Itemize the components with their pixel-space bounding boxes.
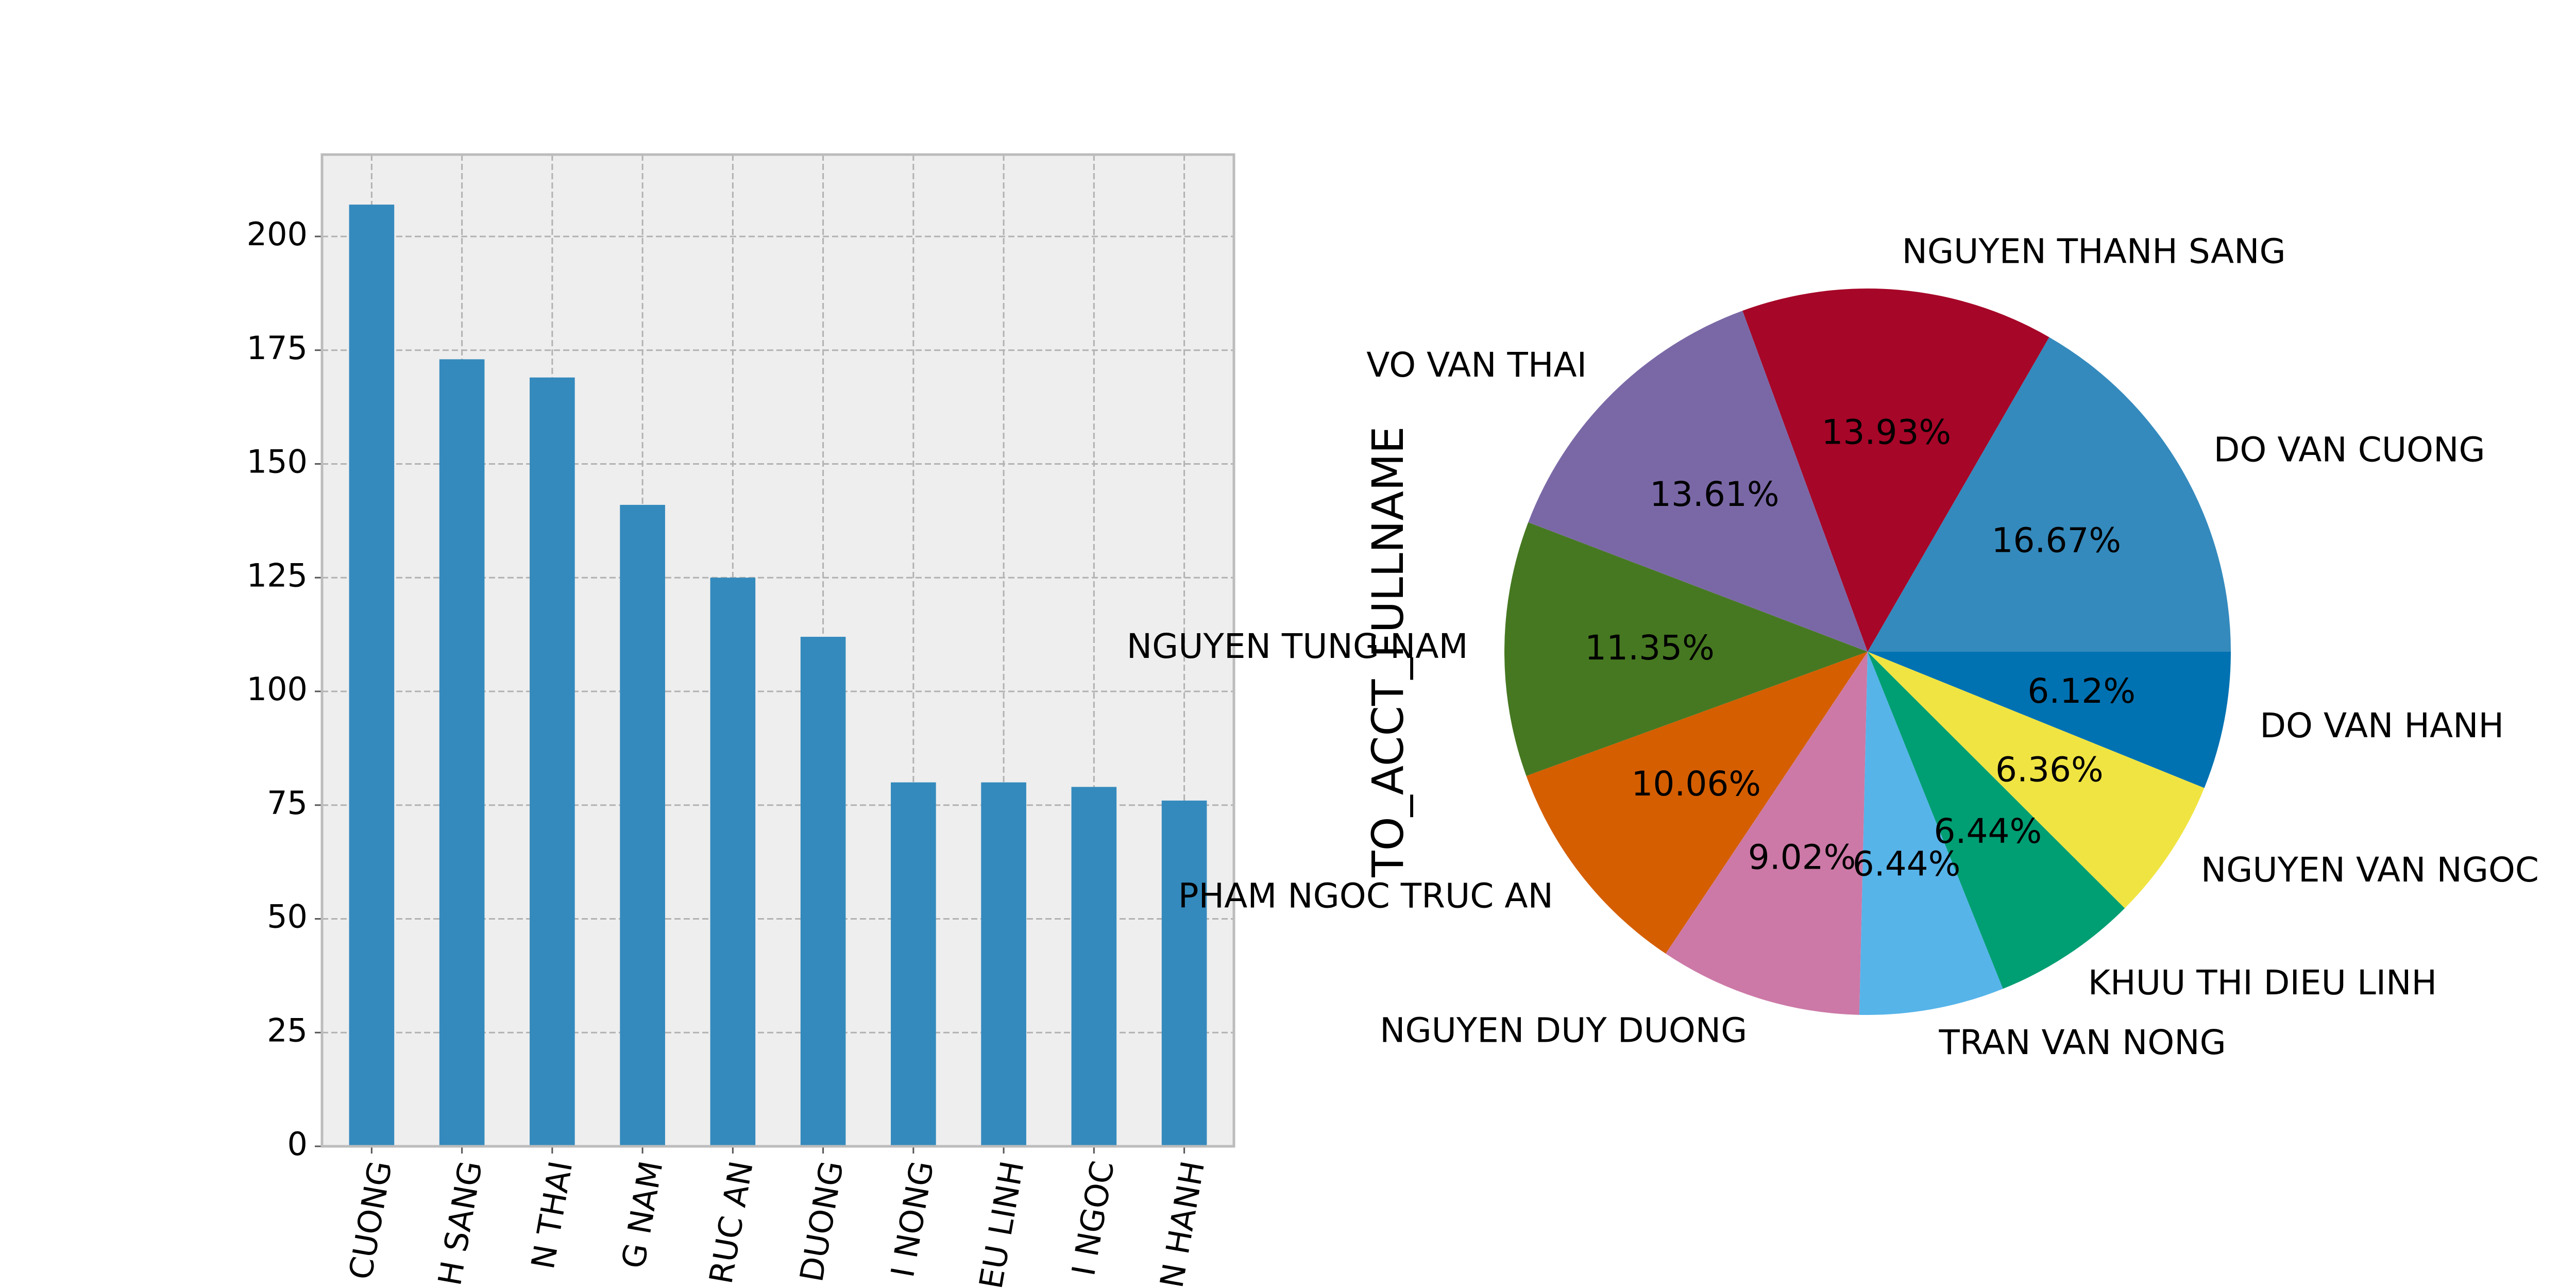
pie-slice-label: DO VAN HANH [2260, 706, 2504, 745]
pie-percent-label: 6.12% [2027, 671, 2136, 711]
pie-slice [1666, 652, 1868, 1015]
pie-slice [1868, 337, 2231, 652]
x-tick-label: I NGOC [1064, 1158, 1122, 1279]
pie-slice-label: DO VAN CUONG [2214, 430, 2485, 469]
y-tick-label: 150 [247, 443, 308, 481]
pie-slice [1868, 652, 2231, 788]
bar [349, 205, 395, 1146]
pie-slice [1859, 652, 2003, 1015]
x-tick-label: G NAM [614, 1158, 670, 1272]
pie-percent-label: 13.93% [1821, 413, 1951, 452]
pie-slice [1868, 652, 2205, 908]
pie-slice-label: NGUYEN VAN NGOC [2201, 850, 2539, 890]
x-tick-label: RUC AN [702, 1158, 760, 1286]
pie-slice [1526, 652, 1868, 954]
x-tick-label: H SANG [431, 1158, 489, 1288]
y-tick-label: 50 [267, 898, 308, 936]
pie-slice-label: VO VAN THAI [1366, 345, 1587, 385]
pie-slice-label: NGUYEN DUY DUONG [1380, 1011, 1747, 1050]
bar-marks [349, 205, 1207, 1147]
y-tick-label: 125 [247, 556, 308, 594]
y-tick-label: 200 [247, 215, 308, 253]
bar [620, 504, 665, 1147]
pie-percent-label: 6.44% [1934, 811, 2042, 851]
pie-chart: 16.67%13.93%13.61%11.35%10.06%9.02%6.44%… [1127, 231, 2539, 1062]
y-tick-label: 75 [267, 784, 308, 822]
bar [439, 359, 485, 1147]
pie-slice-label: NGUYEN THANH SANG [1902, 231, 2286, 271]
pie-slice-labels: DO VAN CUONG NGUYEN THANH SANG VO VAN THAI… [1127, 231, 2539, 1062]
pie-slice-label: TRAN VAN NONG [1939, 1023, 2226, 1062]
pie-percent-label: 16.67% [1991, 521, 2121, 561]
bar [1071, 787, 1117, 1146]
y-tick-label: 100 [247, 670, 308, 708]
x-tick-label: N THAI [524, 1158, 580, 1272]
pie-slices [1504, 289, 2231, 1015]
pie-slice-label: PHAM NGOC TRUC AN [1178, 876, 1553, 916]
x-tick-label: N HANH [1153, 1158, 1212, 1288]
pie-slice [1504, 522, 1868, 776]
bar [530, 377, 575, 1146]
pie-percent-label: 10.06% [1631, 764, 1761, 804]
bar-axes-frame [320, 153, 1235, 1148]
pie-percent-label: 6.44% [1853, 844, 1961, 884]
pie-slice [1868, 652, 2125, 989]
pie-percent-label: 11.35% [1585, 628, 1715, 668]
pie-percent-label: 13.61% [1650, 474, 1780, 514]
x-tick-label: EU LINH [972, 1158, 1031, 1288]
y-tick-label: 175 [247, 329, 308, 367]
pie-percent-labels: 16.67%13.93%13.61%11.35%10.06%9.02%6.44%… [1585, 413, 2136, 884]
x-tick-label: DUONG [792, 1158, 851, 1284]
pie-percent-label: 6.36% [1995, 750, 2104, 789]
x-tick-label: I NONG [884, 1158, 941, 1280]
pie-slice [1528, 311, 1868, 652]
bar [981, 782, 1026, 1146]
bar-chart: 0 25 50 75 100 125 150 175 200 CUONG H SANG N THAI… [247, 153, 1235, 1288]
bar-y-ticks: 0 25 50 75 100 125 150 175 200 [247, 215, 322, 1163]
bar [710, 578, 756, 1146]
pie-slice-label: KHUU THI DIEU LINH [2088, 963, 2437, 1003]
y-tick-label: 0 [287, 1125, 308, 1163]
pie-ylabel: TO_ACCT_FULLNAME [1363, 426, 1413, 877]
bar-x-ticks: CUONG H SANG N THAI G NAM RUC AN DUONG I NONG E… [342, 1146, 1212, 1288]
pie-slice-label: NGUYEN TUNG NAM [1127, 626, 1468, 666]
y-tick-label: 25 [267, 1011, 308, 1049]
bar [891, 782, 936, 1146]
bar [800, 637, 846, 1146]
pie-slice [1742, 289, 2049, 652]
pie-percent-label: 9.02% [1748, 837, 1856, 877]
bar [1161, 800, 1207, 1146]
x-tick-label: CUONG [342, 1158, 399, 1282]
